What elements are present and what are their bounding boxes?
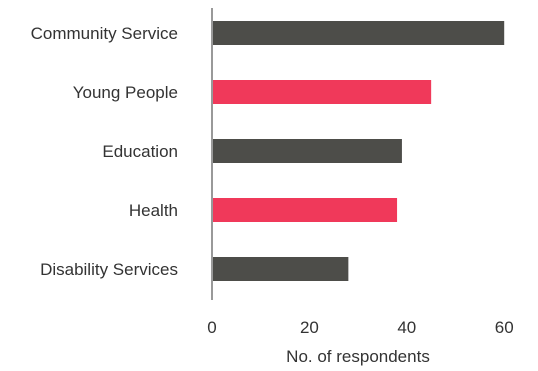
category-label: Community Service [31, 24, 178, 43]
x-tick-label: 40 [397, 318, 416, 337]
category-label: Health [129, 201, 178, 220]
category-labels-group: Community Service Young People Education He… [31, 24, 178, 279]
category-label: Young People [73, 83, 178, 102]
x-tick-label: 60 [495, 318, 514, 337]
bar-disability-services [212, 257, 349, 281]
x-tick-labels-group: 0 20 40 60 [207, 318, 513, 337]
category-label: Education [102, 142, 178, 161]
x-tick-label: 20 [300, 318, 319, 337]
bar-young-people [212, 80, 432, 104]
bar-health [212, 198, 398, 222]
bar-community-service [212, 21, 505, 45]
bar-education [212, 139, 402, 163]
category-label: Disability Services [40, 260, 178, 279]
x-axis-title: No. of respondents [286, 347, 430, 366]
bars-group [212, 21, 505, 281]
x-tick-label: 0 [207, 318, 216, 337]
